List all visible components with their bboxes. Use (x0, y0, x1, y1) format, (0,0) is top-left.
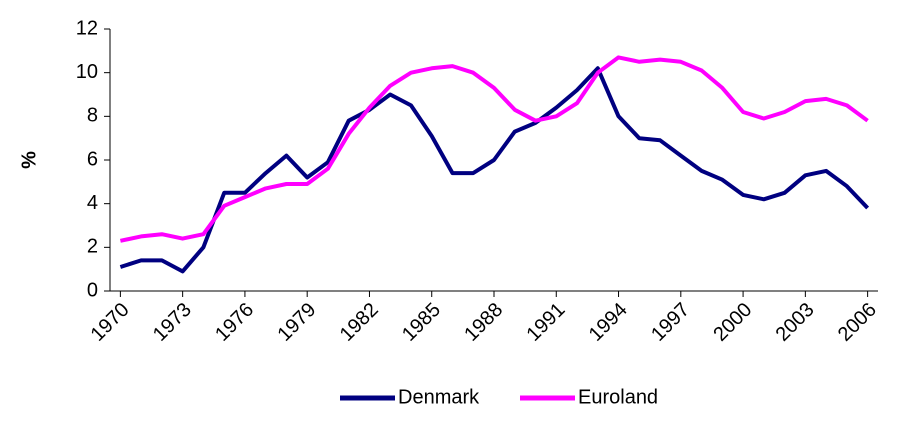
series-line (119, 66, 870, 274)
x-tick-label: 1988 (460, 299, 507, 346)
x-tick-label: 1973 (149, 299, 196, 346)
y-tick-label: 10 (76, 61, 98, 83)
x-tick-label: 1979 (273, 299, 320, 346)
x-tick-label: 1994 (585, 299, 632, 346)
x-tick-label: 1970 (87, 299, 134, 346)
x-tick-label: 1976 (211, 299, 258, 346)
y-tick-label: 6 (87, 148, 98, 170)
y-tick-label: 12 (76, 17, 98, 39)
legend-label: Denmark (398, 386, 480, 408)
y-axis-label: % (18, 151, 40, 169)
legend-label: Euroland (578, 386, 658, 408)
x-tick-label: 2000 (709, 299, 756, 346)
y-tick-label: 2 (87, 236, 98, 258)
x-tick-label: 2003 (772, 299, 819, 346)
y-tick-label: 0 (87, 279, 98, 301)
x-tick-label: 1991 (523, 299, 570, 346)
series-line (119, 55, 869, 243)
y-tick-label: 4 (87, 192, 98, 214)
x-tick-label: 1985 (398, 299, 445, 346)
y-tick-label: 8 (87, 105, 98, 127)
x-tick-label: 1982 (336, 299, 383, 346)
x-tick-label: 2006 (834, 299, 881, 346)
x-tick-label: 1997 (647, 299, 694, 346)
